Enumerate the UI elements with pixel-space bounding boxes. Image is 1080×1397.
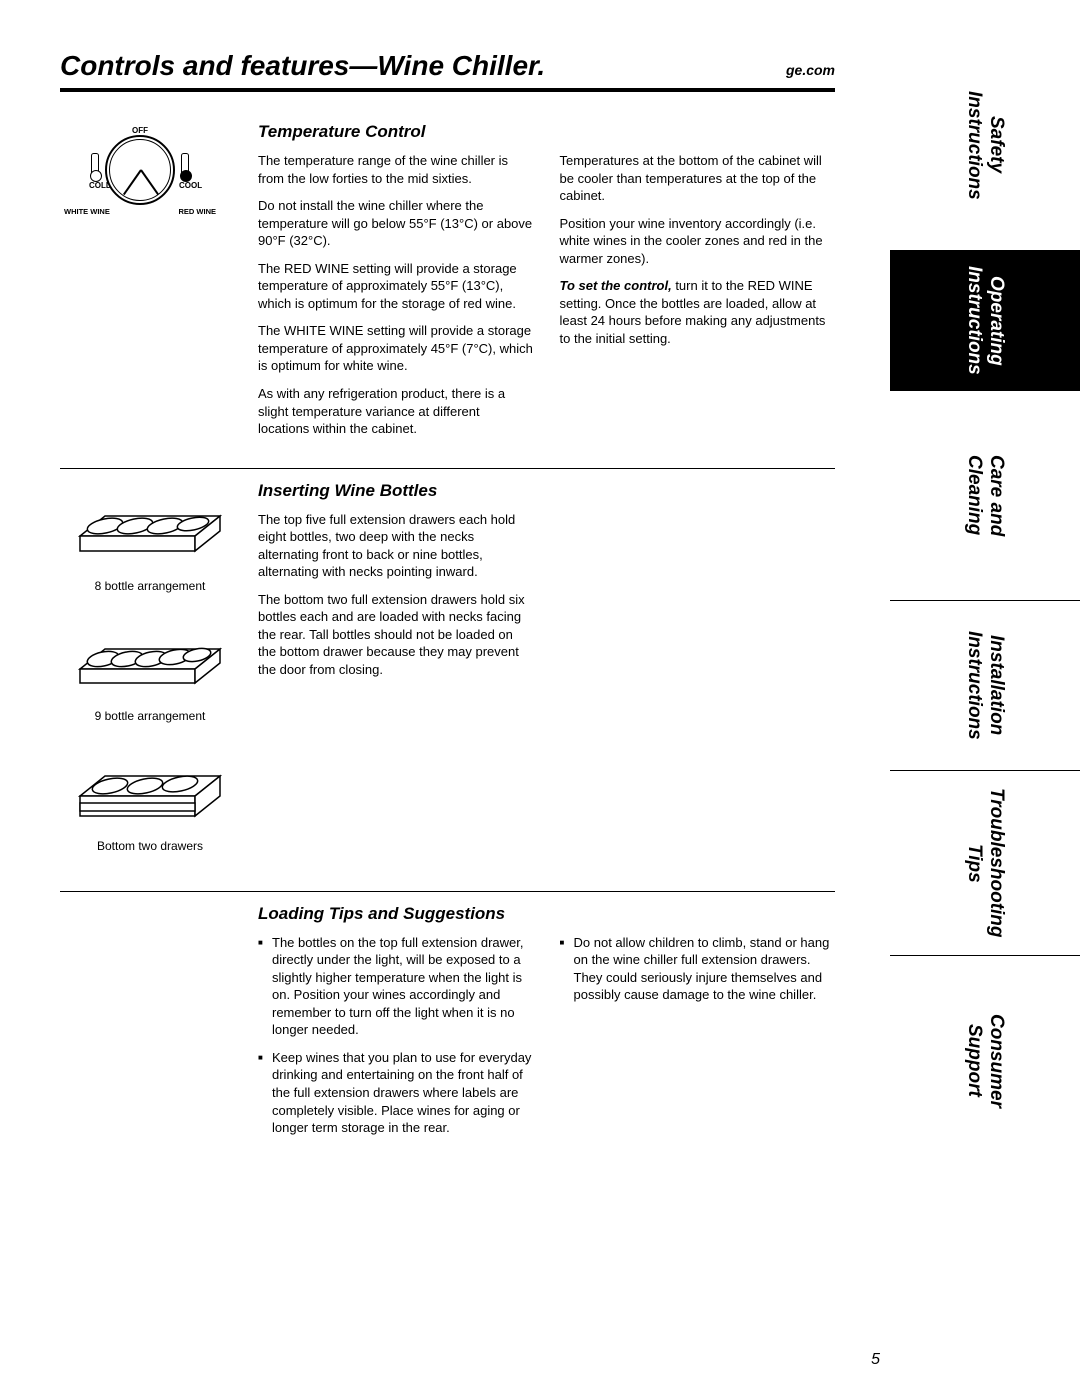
side-tabs: Safety Instructions OperatingInstruction… [890, 40, 1080, 1165]
insert-p: The bottom two full extension drawers ho… [258, 591, 534, 679]
temp-p: The temperature range of the wine chille… [258, 152, 534, 187]
dial-red-label: RED WINE [179, 207, 217, 216]
tab-care[interactable]: Care and Cleaning [890, 390, 1080, 600]
thermometer-cold-icon [91, 153, 99, 179]
insert-col: The top five full extension drawers each… [258, 511, 534, 689]
tab-operating[interactable]: OperatingInstructions [890, 250, 1080, 390]
page-number: 5 [871, 1351, 880, 1369]
tips-item: The bottles on the top full extension dr… [258, 934, 534, 1039]
rack-9-bottle-icon [75, 611, 225, 701]
temp-dial-figure: OFF COLD COOL WHITE WINE [60, 122, 240, 448]
temp-p: As with any refrigeration product, there… [258, 385, 534, 438]
tab-consumer[interactable]: Consumer Support [890, 955, 1080, 1165]
dial-off-label: OFF [60, 126, 220, 135]
tips-item: Do not allow children to climb, stand or… [560, 934, 836, 1004]
insert-title: Inserting Wine Bottles [258, 481, 835, 501]
temp-p: The WHITE WINE setting will provide a st… [258, 322, 534, 375]
temp-p: Do not install the wine chiller where th… [258, 197, 534, 250]
tab-installation[interactable]: InstallationInstructions [890, 600, 1080, 770]
section-temperature: OFF COLD COOL WHITE WINE [60, 110, 835, 462]
dial-white-label: WHITE WINE [64, 207, 110, 216]
section-inserting: 8 bottle arrangement 9 bottle arrangemen… [60, 468, 835, 885]
tips-item: Keep wines that you plan to use for ever… [258, 1049, 534, 1137]
tab-troubleshooting[interactable]: TroubleshootingTips [890, 770, 1080, 955]
site-link: ge.com [786, 62, 835, 78]
rack-8-caption: 8 bottle arrangement [60, 579, 240, 593]
rack-8-bottle-icon [75, 481, 225, 571]
temp-p: Temperatures at the bottom of the cabine… [560, 152, 836, 205]
dial-cool-label: COOL [179, 181, 191, 190]
dial-cold-label: COLD [89, 181, 101, 190]
temp-col-right: Temperatures at the bottom of the cabine… [560, 152, 836, 448]
rack-9-caption: 9 bottle arrangement [60, 709, 240, 723]
thermometer-cool-icon [181, 153, 189, 179]
insert-p: The top five full extension drawers each… [258, 511, 534, 581]
rack-bottom-caption: Bottom two drawers [60, 839, 240, 853]
temp-col-left: The temperature range of the wine chille… [258, 152, 534, 448]
temp-p: To set the control, turn it to the RED W… [560, 277, 836, 347]
section-tips: Loading Tips and Suggestions The bottles… [60, 891, 835, 1161]
tab-safety[interactable]: Safety Instructions [890, 40, 1080, 250]
temp-p: The RED WINE setting will provide a stor… [258, 260, 534, 313]
tips-title: Loading Tips and Suggestions [258, 904, 835, 924]
tips-col-right: Do not allow children to climb, stand or… [560, 934, 836, 1147]
temp-p: Position your wine inventory accordingly… [560, 215, 836, 268]
tips-col-left: The bottles on the top full extension dr… [258, 934, 534, 1147]
page-header: Controls and features—Wine Chiller. ge.c… [60, 50, 835, 92]
temperature-dial-icon [105, 135, 175, 205]
temp-title: Temperature Control [258, 122, 835, 142]
page-title: Controls and features—Wine Chiller. [60, 50, 545, 82]
rack-bottom-icon [75, 741, 225, 831]
